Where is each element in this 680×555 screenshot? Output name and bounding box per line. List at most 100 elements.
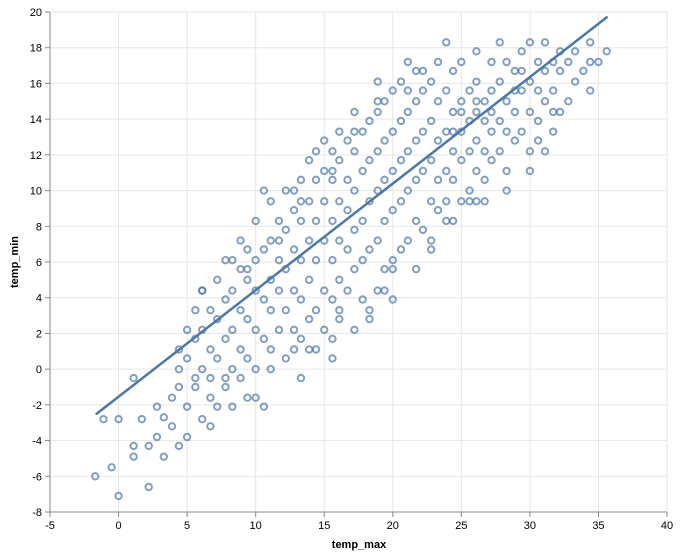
y-tick-label: 14 [30,114,42,126]
data-point [472,107,481,117]
data-point [426,156,436,165]
data-point [311,306,321,315]
data-point [388,86,397,95]
data-point [328,216,337,226]
data-point [191,373,200,383]
data-point [403,186,413,195]
data-point [517,86,526,95]
data-point [502,57,511,67]
data-point [403,147,413,156]
data-point [335,197,344,206]
data-point [129,441,138,451]
data-point [311,175,321,185]
data-point [548,107,558,117]
data-point [426,197,436,206]
data-point [304,314,314,324]
data-point [373,107,382,117]
data-point [320,325,329,335]
data-point [525,38,535,47]
data-point [540,66,550,76]
data-point [403,57,413,67]
data-point [465,147,474,156]
data-point [358,295,367,304]
data-point [586,57,595,67]
data-point [182,354,192,363]
x-tick-label: 20 [387,520,399,532]
data-point [251,393,260,402]
data-point [266,345,275,354]
data-point [304,156,314,165]
data-point [472,97,481,106]
y-tick-label: -2 [32,400,42,412]
data-point [328,175,337,185]
data-point [281,225,291,235]
data-point [442,127,451,136]
data-point [533,136,543,145]
data-point [411,136,421,145]
data-point [152,402,162,411]
data-point [174,382,184,392]
data-point [137,414,147,424]
data-point [343,286,352,295]
data-point [448,127,458,136]
data-point [259,295,269,304]
data-point [311,216,321,226]
data-point [213,314,222,324]
data-point [221,334,230,343]
data-point [243,314,252,324]
axes: -5 0 5 10 15 20 25 30 35 40 -8 -6 -4 -2 0 2 4 6 8 10 12 14 16 1… [30,7,673,532]
data-point [114,491,123,501]
data-point [495,77,504,86]
x-tick-label: 25 [455,520,467,532]
data-point [350,264,359,274]
data-point [510,107,520,117]
data-point [213,275,222,285]
data-point [487,156,496,165]
data-point [335,306,344,315]
data-point [191,382,200,392]
data-point [426,245,436,254]
data-point [365,156,374,165]
data-point [152,432,162,442]
data-point [289,206,299,215]
data-point [548,127,558,136]
data-point [328,354,337,363]
data-point [358,216,367,226]
data-point [517,47,526,56]
data-point [335,127,344,136]
data-point [328,147,337,156]
data-point [448,216,458,226]
data-point [335,314,344,324]
data-point [328,256,337,265]
data-point [251,216,260,226]
data-point [320,286,329,295]
data-point [365,116,374,126]
data-point [343,206,352,215]
data-point [129,452,138,461]
data-point [418,166,428,176]
data-point [266,364,275,374]
x-tick-label: 40 [661,520,673,532]
data-point [259,334,269,343]
data-point [418,86,428,95]
data-point [380,97,389,106]
data-point [129,373,138,383]
data-point [221,295,230,304]
data-point [570,77,580,86]
y-tick-label: -4 [32,436,42,448]
data-point [358,256,367,265]
data-point [487,127,496,136]
y-tick-label: 20 [30,7,42,19]
data-point [350,186,359,195]
data-point [107,463,116,472]
data-point [602,47,611,56]
data-point [586,86,595,95]
y-tick-label: -8 [32,507,42,519]
data-point [457,97,466,106]
data-point [144,441,153,451]
data-point [167,393,177,402]
regression-line [95,16,608,416]
data-point [304,345,314,354]
data-point [540,147,550,156]
